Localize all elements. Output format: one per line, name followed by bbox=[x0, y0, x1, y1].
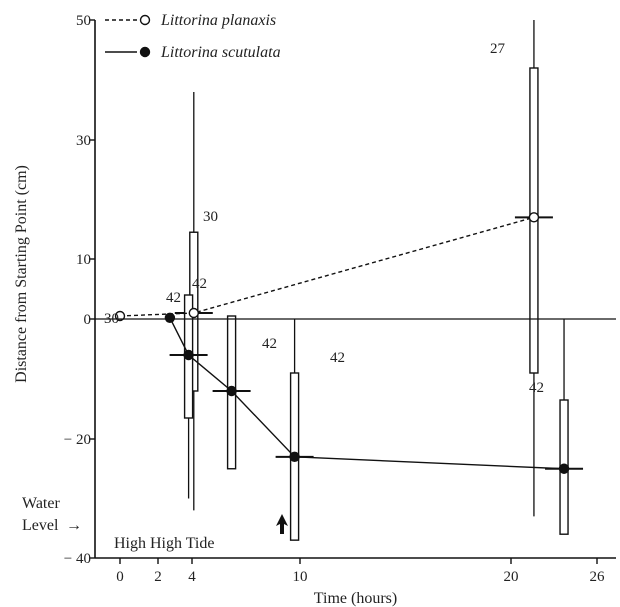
x-tick-label: 20 bbox=[504, 569, 519, 585]
x-tick-label: 10 bbox=[293, 569, 308, 585]
legend-label-0: Littorina planaxis bbox=[160, 12, 276, 29]
text-layer: − 40 − 20 0 10 30 50 0 2 4 10 20 26 Time (hours) Dist… bbox=[13, 12, 605, 607]
water-level-label-line2: Level bbox=[22, 517, 59, 534]
legend-marker-1 bbox=[139, 46, 151, 58]
water-level-label-line1: Water bbox=[22, 495, 60, 512]
sample-size-label: 27 bbox=[490, 41, 506, 57]
filled-circle-point bbox=[289, 451, 300, 463]
y-axis-title: Distance from Starting Point (cm) bbox=[13, 165, 30, 383]
x-tick-label: 4 bbox=[188, 569, 196, 585]
sample-size-label: 30 bbox=[104, 311, 119, 327]
open-circle-point bbox=[528, 212, 540, 223]
filled-circle-point bbox=[164, 312, 176, 323]
sample-size-label: 42 bbox=[330, 350, 345, 366]
x-tick-label: 26 bbox=[590, 569, 606, 585]
sample-size-label: 42 bbox=[166, 290, 181, 306]
x-tick-label: 2 bbox=[154, 569, 162, 585]
y-tick-label: 10 bbox=[76, 252, 91, 268]
tide-label: High High Tide bbox=[114, 535, 214, 552]
open-circle-point bbox=[188, 307, 200, 319]
axes-layer bbox=[89, 19, 616, 564]
series-line-0 bbox=[119, 216, 535, 317]
filled-circle-point bbox=[226, 385, 237, 397]
x-axis-title: Time (hours) bbox=[314, 590, 397, 607]
sample-size-label: 42 bbox=[262, 336, 277, 352]
sample-size-label: 42 bbox=[192, 276, 207, 292]
sample-size-label: 42 bbox=[529, 380, 544, 396]
water-level-arrow: → bbox=[66, 517, 82, 534]
open-circle-point bbox=[114, 310, 126, 322]
filled-circle-point bbox=[558, 463, 570, 474]
legend: Littorina planaxis Littorina scutulata bbox=[105, 12, 281, 61]
y-tick-label: − 40 bbox=[64, 551, 91, 567]
sample-size-label: 30 bbox=[203, 209, 218, 225]
y-tick-label: 50 bbox=[76, 13, 91, 29]
y-tick-label: 30 bbox=[76, 133, 91, 149]
y-tick-label: 0 bbox=[84, 312, 92, 328]
data-points-layer bbox=[114, 212, 570, 474]
error-bars-layer bbox=[169, 20, 584, 541]
x-tick-label: 0 bbox=[116, 569, 124, 585]
legend-marker-0 bbox=[139, 14, 151, 26]
tide-arrow-icon bbox=[276, 514, 288, 534]
y-tick-label: − 20 bbox=[64, 432, 91, 448]
legend-label-1: Littorina scutulata bbox=[160, 44, 281, 61]
filled-circle-point bbox=[183, 349, 194, 361]
